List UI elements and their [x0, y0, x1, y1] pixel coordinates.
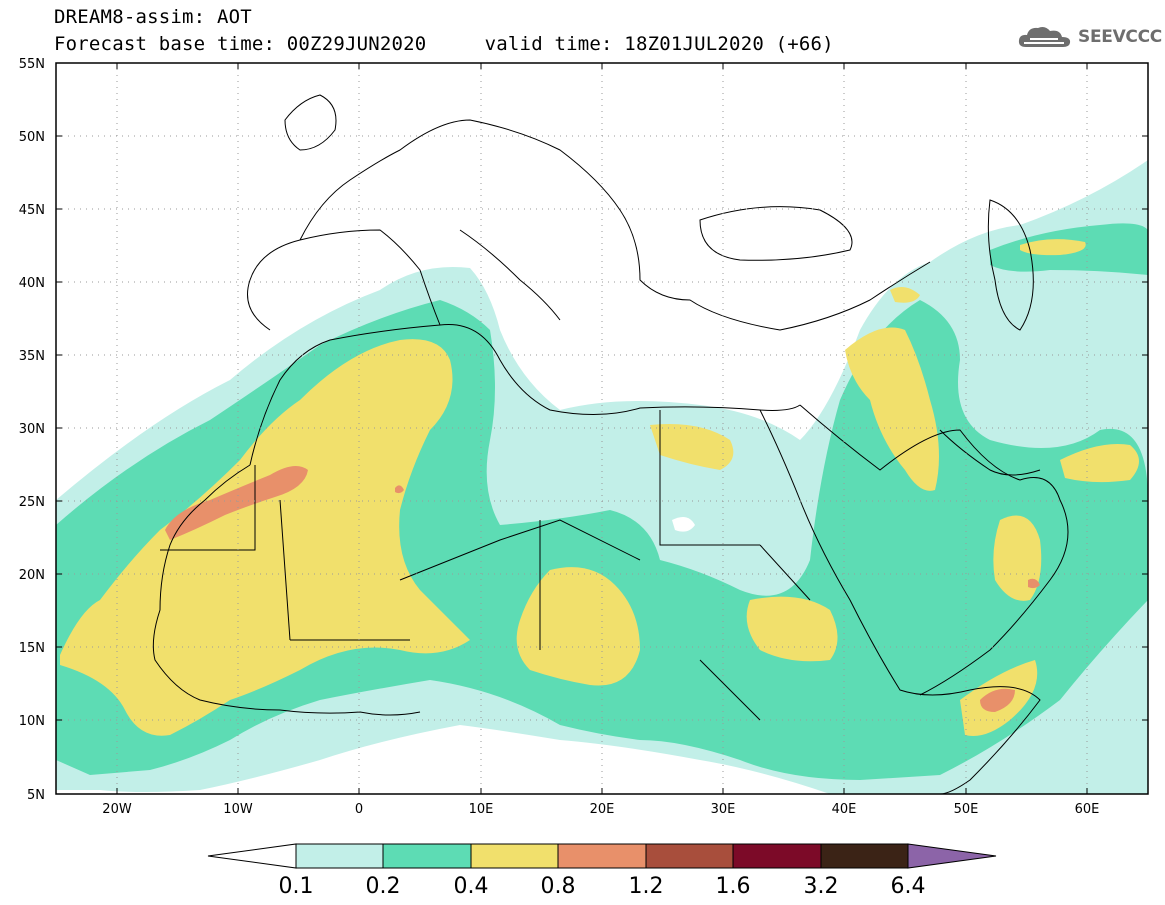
lon-label-20w: 20W: [102, 802, 132, 817]
aot-level-0-8: [165, 466, 1040, 712]
lat-label-30n: 30N: [19, 422, 45, 437]
lon-label-30e: 30E: [711, 802, 736, 817]
colorbar-segment-1-6: [732, 843, 822, 869]
colorbar-segment-1-2: [645, 843, 734, 869]
coastline-black-sea: [699, 206, 853, 261]
colorbar: 0.1 0.2 0.4 0.8 1.2 1.6 3.2 6.4: [207, 843, 997, 899]
colorbar-label-1-6: 1.6: [716, 874, 751, 899]
forecast-time-subtitle: Forecast base time: 00Z29JUN2020 valid t…: [54, 33, 834, 55]
lat-label-5n: 5N: [27, 788, 45, 803]
lat-label-45n: 45N: [19, 203, 45, 218]
map-title: DREAM8-assim: AOT: [54, 6, 252, 28]
lon-label-20e: 20E: [590, 802, 615, 817]
colorbar-label-3-2: 3.2: [804, 874, 839, 899]
logo-text: SEEVCCC: [1078, 27, 1162, 47]
lon-label-50e: 50E: [954, 802, 979, 817]
lat-label-15n: 15N: [19, 641, 45, 656]
lon-label-10e: 10E: [469, 802, 494, 817]
colorbar-label-0-8: 0.8: [541, 874, 576, 899]
country-borders: [152, 94, 1069, 794]
coastline-horn: [939, 686, 1041, 794]
lat-label-20n: 20N: [19, 568, 45, 583]
colorbar-label-0-2: 0.2: [366, 874, 401, 899]
aot-field: [56, 160, 1148, 794]
lat-label-50n: 50N: [19, 130, 45, 145]
colorbar-segment-0-4: [470, 843, 559, 869]
coastline-caspian: [987, 199, 1034, 331]
coastline-north-africa: [249, 323, 801, 466]
coastline-red-sea: [759, 409, 971, 696]
lon-label-10w: 10W: [223, 802, 253, 817]
coastline-west-africa: [152, 464, 421, 716]
colorbar-label-1-2: 1.2: [629, 874, 664, 899]
lat-label-25n: 25N: [19, 495, 45, 510]
colorbar-segment-0-1: [295, 843, 384, 869]
latitude-labels: 55N 50N 45N 40N 35N 30N 25N 20N 15N 10N …: [19, 57, 45, 803]
coastline-italy: [459, 229, 561, 321]
lat-label-40n: 40N: [19, 276, 45, 291]
colorbar-segment-0-8: [557, 843, 647, 869]
coastline-uk: [284, 94, 337, 151]
lat-label-10n: 10N: [19, 714, 45, 729]
lon-label-60e: 60E: [1075, 802, 1100, 817]
lat-label-55n: 55N: [19, 57, 45, 72]
lat-label-35n: 35N: [19, 349, 45, 364]
seevccc-logo: SEEVCCC: [1016, 23, 1162, 51]
coastline-persian-gulf: [939, 429, 1041, 476]
longitude-labels: 20W 10W 0 10E 20E 30E 40E 50E 60E: [102, 802, 1099, 817]
colorbar-label-6-4: 6.4: [891, 874, 926, 899]
lon-label-40e: 40E: [832, 802, 857, 817]
aot-below-0-1: [672, 516, 695, 532]
colorbar-segment-3-2: [820, 843, 909, 869]
lat-lon-grid: [56, 63, 1148, 794]
cloud-icon: [1018, 27, 1071, 47]
aot-level-0-4: [60, 239, 1139, 736]
colorbar-label-0-4: 0.4: [454, 874, 489, 899]
coastline-arabia: [799, 404, 1069, 696]
border-lines: [160, 410, 811, 721]
coastline-europe: [247, 119, 931, 331]
colorbar-under-arrow: [207, 843, 297, 869]
colorbar-segment-0-2: [382, 843, 472, 869]
lon-label-0: 0: [355, 802, 363, 817]
axis-ticks: [56, 62, 1148, 795]
colorbar-over-arrow: [907, 843, 997, 869]
colorbar-label-0-1: 0.1: [279, 874, 314, 899]
